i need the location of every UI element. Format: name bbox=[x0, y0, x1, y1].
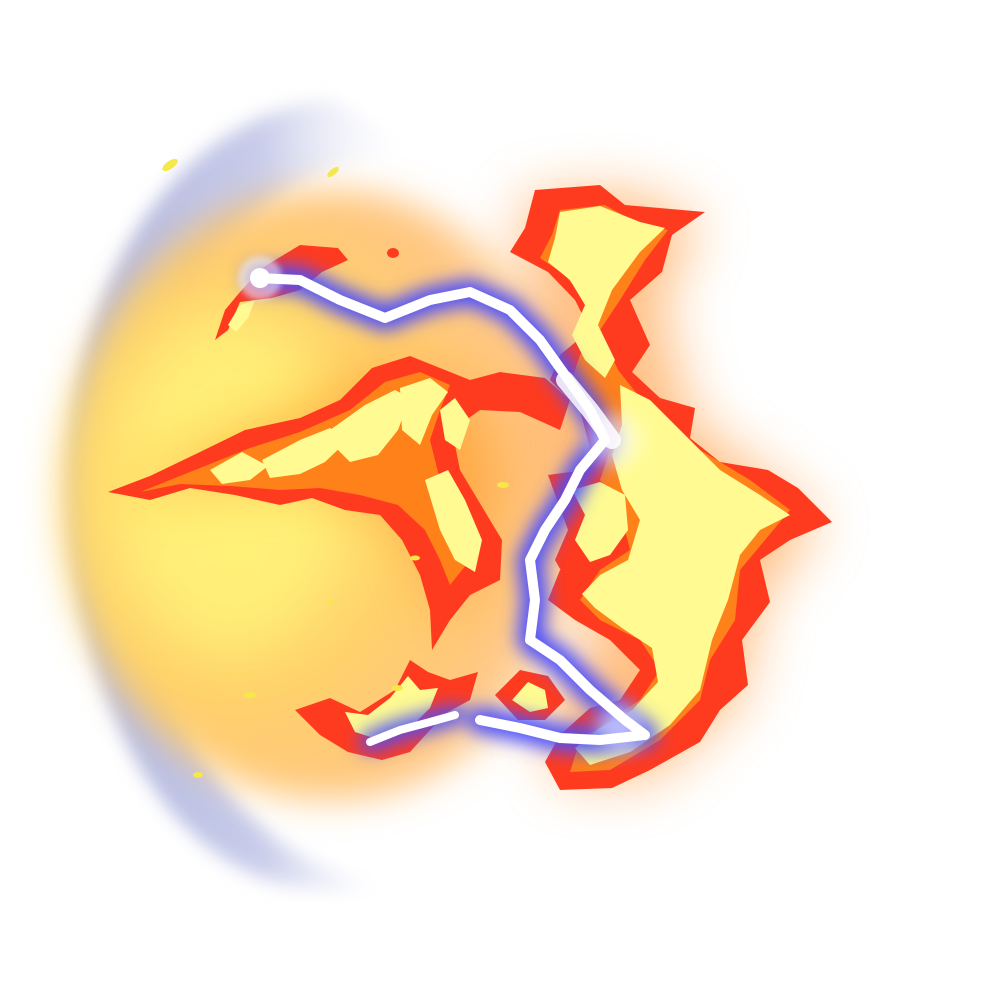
ember-sparks bbox=[162, 158, 509, 778]
lightning-bolt bbox=[238, 256, 650, 750]
flame-inner bbox=[210, 206, 790, 765]
